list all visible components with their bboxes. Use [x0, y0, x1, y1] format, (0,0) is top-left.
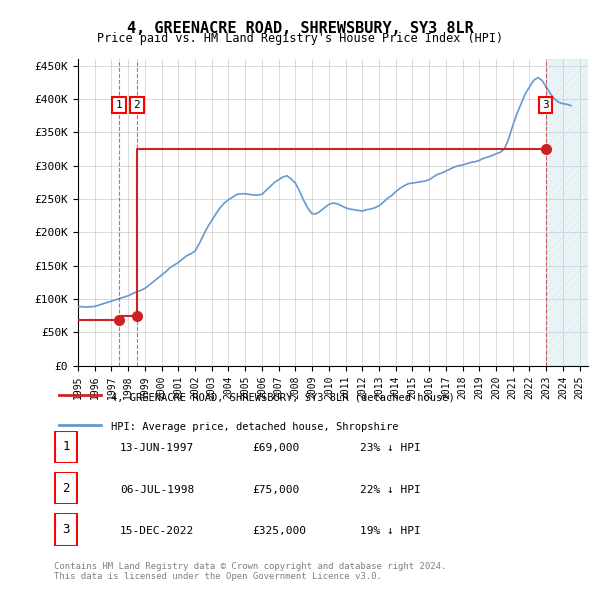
FancyBboxPatch shape	[55, 472, 77, 504]
Text: 3: 3	[62, 523, 70, 536]
Bar	[546, 59, 588, 366]
Text: 2: 2	[62, 481, 70, 495]
Text: 22% ↓ HPI: 22% ↓ HPI	[360, 485, 421, 494]
Text: 1: 1	[62, 440, 70, 454]
Text: HPI: Average price, detached house, Shropshire: HPI: Average price, detached house, Shro…	[112, 422, 399, 431]
Text: 2: 2	[133, 100, 140, 110]
FancyBboxPatch shape	[55, 513, 77, 546]
Text: 3: 3	[542, 100, 549, 110]
FancyBboxPatch shape	[55, 431, 77, 463]
Text: 23% ↓ HPI: 23% ↓ HPI	[360, 444, 421, 453]
Text: 4, GREENACRE ROAD, SHREWSBURY, SY3 8LR: 4, GREENACRE ROAD, SHREWSBURY, SY3 8LR	[127, 21, 473, 35]
Text: 4, GREENACRE ROAD, SHREWSBURY, SY3 8LR (detached house): 4, GREENACRE ROAD, SHREWSBURY, SY3 8LR (…	[112, 392, 455, 402]
Text: 19% ↓ HPI: 19% ↓ HPI	[360, 526, 421, 536]
Text: 15-DEC-2022: 15-DEC-2022	[120, 526, 194, 536]
Text: £69,000: £69,000	[252, 444, 299, 453]
Text: Price paid vs. HM Land Registry's House Price Index (HPI): Price paid vs. HM Land Registry's House …	[97, 32, 503, 45]
Text: £325,000: £325,000	[252, 526, 306, 536]
Text: 1: 1	[116, 100, 122, 110]
Text: 06-JUL-1998: 06-JUL-1998	[120, 485, 194, 494]
Bar	[546, 59, 588, 366]
Text: 13-JUN-1997: 13-JUN-1997	[120, 444, 194, 453]
Text: Contains HM Land Registry data © Crown copyright and database right 2024.
This d: Contains HM Land Registry data © Crown c…	[54, 562, 446, 581]
Text: £75,000: £75,000	[252, 485, 299, 494]
